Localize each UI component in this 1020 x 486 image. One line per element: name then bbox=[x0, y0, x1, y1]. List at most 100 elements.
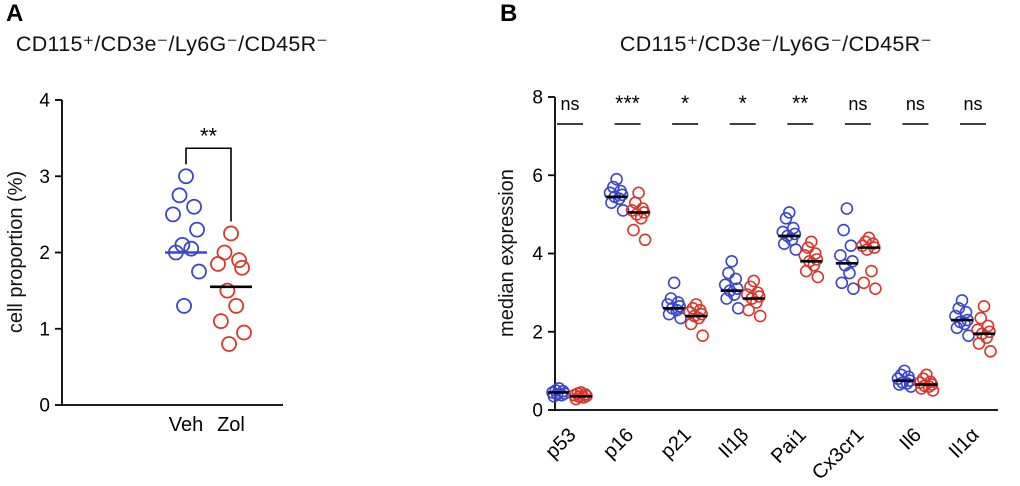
data-point bbox=[610, 172, 623, 186]
data-point bbox=[810, 253, 824, 266]
significance-label: ns bbox=[906, 94, 925, 114]
data-point bbox=[788, 227, 802, 241]
y-tick-label: 0 bbox=[39, 396, 50, 417]
data-point bbox=[779, 211, 793, 225]
significance-bracket bbox=[185, 147, 232, 222]
data-point bbox=[178, 168, 194, 185]
data-point bbox=[983, 325, 996, 339]
data-point bbox=[962, 329, 975, 342]
data-point bbox=[857, 276, 871, 290]
y-tick-label: 4 bbox=[39, 91, 50, 112]
data-point bbox=[974, 311, 988, 325]
significance-label: *** bbox=[615, 92, 640, 115]
data-point bbox=[696, 329, 709, 342]
data-point bbox=[952, 301, 966, 315]
data-point bbox=[627, 223, 640, 237]
data-point bbox=[630, 208, 644, 221]
data-point bbox=[667, 276, 681, 290]
data-point bbox=[860, 243, 874, 256]
data-point bbox=[972, 337, 986, 350]
data-point bbox=[789, 243, 803, 256]
y-tick-label: 2 bbox=[39, 243, 50, 264]
data-point bbox=[686, 301, 700, 315]
data-point bbox=[730, 282, 744, 296]
data-point bbox=[234, 259, 250, 276]
data-point bbox=[865, 264, 878, 278]
panel-a-label: A bbox=[6, 0, 24, 27]
data-point bbox=[670, 303, 684, 317]
data-point bbox=[835, 276, 849, 290]
data-point bbox=[695, 307, 708, 321]
data-point bbox=[752, 290, 766, 303]
category-label: Il6 bbox=[895, 424, 925, 454]
y-tick-label: 0 bbox=[532, 401, 543, 422]
data-point bbox=[219, 282, 236, 299]
data-point bbox=[555, 388, 568, 402]
data-point bbox=[231, 252, 247, 269]
data-point bbox=[569, 392, 583, 406]
data-point bbox=[950, 321, 964, 335]
panel-b-scatter-plot: 0 2 4 6 8 p53 ns p16 *** p21 * Il1β * Pai1 ** Cx3cr1 ns I… bbox=[532, 88, 998, 484]
data-point bbox=[728, 288, 741, 301]
data-point bbox=[228, 297, 245, 314]
data-point bbox=[750, 296, 763, 309]
data-point bbox=[922, 380, 936, 393]
y-tick-label: 1 bbox=[39, 319, 50, 340]
panel-a-scatter-plot: 0 1 2 3 4 Veh Zol ** bbox=[39, 91, 283, 436]
significance-label: * bbox=[681, 92, 689, 115]
data-point bbox=[547, 390, 561, 403]
data-point bbox=[674, 311, 687, 325]
data-point bbox=[725, 255, 739, 268]
data-point bbox=[223, 225, 239, 242]
data-point bbox=[183, 240, 200, 257]
data-point bbox=[984, 345, 997, 358]
data-point bbox=[189, 221, 205, 238]
data-point bbox=[837, 223, 850, 237]
data-point bbox=[893, 378, 906, 391]
data-point bbox=[615, 188, 629, 202]
data-point bbox=[720, 292, 733, 305]
significance-label: ** bbox=[200, 123, 218, 148]
data-point bbox=[729, 272, 743, 286]
y-tick-label: 6 bbox=[532, 166, 543, 187]
data-point bbox=[977, 300, 991, 313]
data-point bbox=[171, 187, 188, 204]
data-point bbox=[638, 233, 652, 247]
data-point bbox=[236, 324, 252, 341]
data-point bbox=[212, 313, 229, 330]
category-label: Zol bbox=[217, 414, 245, 436]
y-tick-label: 3 bbox=[39, 167, 50, 188]
y-tick-label: 2 bbox=[532, 322, 543, 343]
data-point bbox=[846, 255, 859, 268]
data-point bbox=[840, 202, 854, 215]
data-point bbox=[176, 297, 192, 314]
data-point bbox=[834, 249, 847, 262]
data-point bbox=[684, 317, 698, 331]
data-point bbox=[673, 300, 686, 313]
category-label: p16 bbox=[599, 424, 638, 463]
category-label: Pai1 bbox=[767, 424, 811, 468]
data-point bbox=[221, 336, 237, 352]
data-point bbox=[210, 256, 226, 272]
category-label: Il1α bbox=[945, 424, 984, 463]
data-point bbox=[616, 204, 630, 217]
significance-label: * bbox=[739, 92, 747, 115]
panel-b-title: CD115⁺/CD3e⁻/Ly6G⁻/CD45R⁻ bbox=[619, 32, 933, 56]
data-point bbox=[847, 282, 860, 296]
data-point bbox=[753, 309, 767, 323]
panel-a-title: CD115⁺/CD3e⁻/Ly6G⁻/CD45R⁻ bbox=[15, 32, 329, 56]
data-point bbox=[843, 266, 856, 280]
significance-label: ns bbox=[963, 94, 982, 114]
significance-label: ns bbox=[848, 94, 867, 114]
panel-b-label: B bbox=[500, 0, 518, 27]
data-point bbox=[869, 282, 882, 296]
data-point bbox=[900, 377, 914, 390]
data-point bbox=[731, 301, 745, 315]
data-point bbox=[165, 206, 181, 223]
data-point bbox=[612, 192, 626, 206]
category-label: p21 bbox=[657, 424, 696, 463]
data-point bbox=[959, 305, 973, 319]
data-point bbox=[742, 303, 755, 317]
data-point bbox=[777, 237, 791, 251]
significance-label: ** bbox=[792, 92, 808, 115]
